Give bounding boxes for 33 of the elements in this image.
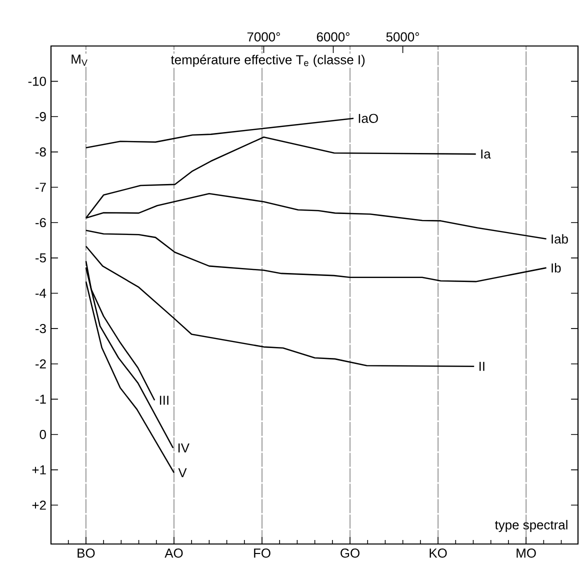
y-axis-title: M$_{V}$ <box>72 54 88 66</box>
series-label: IV <box>178 443 190 452</box>
x2-axis-title: température effective T$_{e}$ (classe I) <box>170 54 365 67</box>
series-label: Ib <box>552 263 561 273</box>
y-tick-label: 0 <box>40 430 46 440</box>
ref-line-label: MO <box>516 548 536 558</box>
y-tick-label: -3 <box>36 324 46 334</box>
x-tick-label: 6000° <box>316 32 350 42</box>
y-tick-label: -9 <box>36 112 46 122</box>
series-label: II <box>480 362 484 371</box>
ref-line-label: GO <box>340 548 360 558</box>
y-tick-label: -1 <box>36 394 46 404</box>
x-tick-label: 7000° <box>247 32 280 42</box>
y-tick-label: -4 <box>36 288 46 298</box>
y-tick-label: +2 <box>32 500 46 510</box>
series-label: IaO <box>358 114 378 123</box>
legend-label: Iab <box>552 234 568 244</box>
x-axis-title: type spectral <box>494 520 568 532</box>
series-label: Ia <box>481 150 491 159</box>
series-label: V <box>178 468 187 478</box>
y-tick-label: -8 <box>36 147 46 157</box>
y-tick-label: -5 <box>36 253 46 262</box>
ref-line-label: KO <box>430 548 447 558</box>
y-tick-label: -7 <box>36 182 46 192</box>
y-tick-label: -6 <box>36 218 46 228</box>
y-tick-label: -2 <box>36 359 46 368</box>
x-tick-label: 5000° <box>386 32 420 42</box>
ref-line-label: BO <box>78 548 95 558</box>
y-tick-label: -10 <box>28 76 46 86</box>
y-tick-label: +1 <box>32 465 46 474</box>
ref-line-label: AO <box>164 548 183 558</box>
series-label: III <box>160 396 168 405</box>
ref-line-label: FO <box>254 548 270 558</box>
